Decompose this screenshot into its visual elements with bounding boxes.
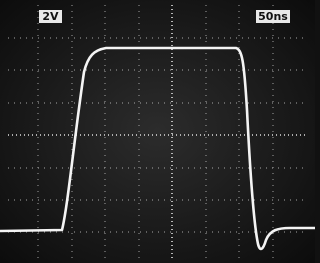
volts-per-div: 2V xyxy=(42,10,59,23)
time-per-div: 50ns xyxy=(258,10,288,23)
page: 2V 50ns (() => { const data = JSON.parse… xyxy=(0,0,315,263)
scope-screen: 2V 50ns xyxy=(0,0,315,263)
screen-background xyxy=(0,0,315,263)
